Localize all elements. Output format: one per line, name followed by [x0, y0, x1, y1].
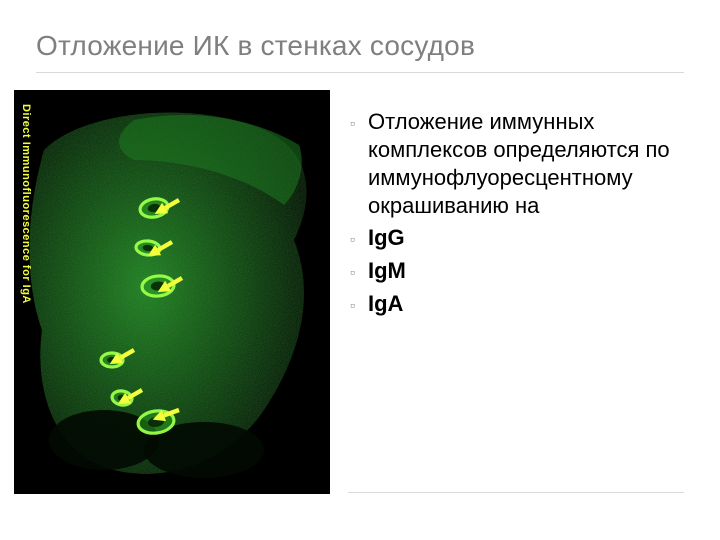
list-item: ▫ IgM: [350, 257, 710, 286]
bullet-text: Отложение иммунных комплексов определяют…: [368, 108, 710, 220]
bullet-marker: ▫: [350, 224, 368, 253]
bullet-list: ▫ Отложение иммунных комплексов определя…: [350, 108, 710, 323]
bullet-marker: ▫: [350, 108, 368, 137]
bullet-marker: ▫: [350, 290, 368, 319]
title-underline: [36, 72, 684, 73]
content-underline: [348, 492, 684, 493]
micrograph-figure: Direct Immunofluorescence for IgA: [14, 90, 330, 494]
slide: Отложение ИК в стенках сосудов Direct Im…: [0, 0, 720, 540]
bullet-text: IgM: [368, 257, 710, 285]
figure-caption: Direct Immunofluorescence for IgA: [20, 104, 32, 304]
bullet-text: IgG: [368, 224, 710, 252]
bullet-marker: ▫: [350, 257, 368, 286]
list-item: ▫ IgA: [350, 290, 710, 319]
list-item: ▫ Отложение иммунных комплексов определя…: [350, 108, 710, 220]
micrograph-svg: Direct Immunofluorescence for IgA: [14, 90, 330, 494]
list-item: ▫ IgG: [350, 224, 710, 253]
slide-title: Отложение ИК в стенках сосудов: [36, 30, 475, 62]
bullet-text: IgA: [368, 290, 710, 318]
